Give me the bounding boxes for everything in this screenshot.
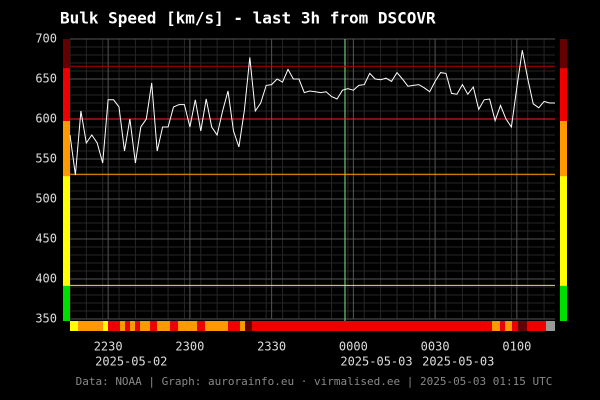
strip-cell [527,321,546,331]
strip-cell [70,321,78,331]
strip-cell [157,321,170,331]
strip-cell [78,321,103,331]
zone-bar-right [560,174,567,286]
zone-bar-right [560,66,567,121]
footer: Data: NOAA | Graph: aurorainfo.eu · virm… [76,375,553,388]
zone-bar-left [63,283,70,321]
strip-cell [130,321,135,331]
zone-bar-left [63,66,70,121]
x-tick-label: 2330 [257,340,286,354]
x-tick-label: 0030 [421,340,450,354]
strip-cell [228,321,240,331]
strip-cell [197,321,205,331]
status-strip [70,321,555,331]
date-label: 2025-05-03 [340,355,412,369]
strip-cell [150,321,157,331]
strip-cell [518,321,527,331]
strip-cell [120,321,125,331]
strip-cell [245,321,252,331]
y-tick-label: 350 [35,312,57,326]
zone-bar-right [560,39,567,69]
date-label: 2025-05-02 [95,355,167,369]
y-tick-label: 400 [35,272,57,286]
strip-cell [500,321,505,331]
strip-cell [546,321,555,331]
strip-cell [505,321,512,331]
strip-cell [125,321,130,331]
zone-bar-right [560,119,567,177]
strip-cell [170,321,178,331]
x-tick-label: 0000 [339,340,368,354]
strip-cell [140,321,150,331]
y-tick-label: 450 [35,232,57,246]
strip-cell [252,321,492,331]
x-tick-label: 2300 [175,340,204,354]
strip-cell [103,321,108,331]
zone-bar-left [63,174,70,286]
speed-line [69,50,555,176]
strip-cell [178,321,197,331]
strip-cell [512,321,518,331]
chart-title: Bulk Speed [km/s] - last 3h from DSCOVR [60,9,436,28]
strip-cell [205,321,228,331]
strip-cell [108,321,120,331]
zone-bar-left [63,119,70,177]
x-tick-label: 2230 [94,340,123,354]
y-tick-label: 500 [35,192,57,206]
y-tick-label: 700 [35,32,57,46]
x-tick-label: 0100 [502,340,531,354]
strip-cell [135,321,140,331]
strip-cell [492,321,500,331]
date-label: 2025-05-03 [422,355,494,369]
zone-bar-left [63,39,70,69]
y-tick-label: 550 [35,152,57,166]
zone-bar-right [560,283,567,321]
strip-cell [240,321,245,331]
y-tick-label: 600 [35,112,57,126]
y-tick-label: 650 [35,72,57,86]
